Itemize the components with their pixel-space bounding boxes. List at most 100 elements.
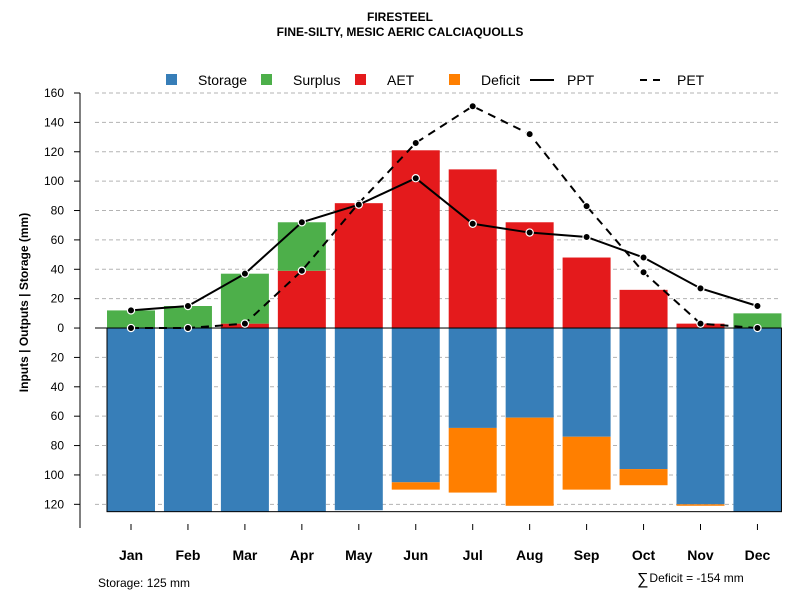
aet-bar-apr <box>277 270 326 329</box>
aet-bar-sep <box>562 257 611 329</box>
pet-point-jul <box>468 102 477 111</box>
legend-label-deficit: Deficit <box>481 72 520 88</box>
x-tick-label: Nov <box>687 547 714 563</box>
storage-bar-oct <box>619 328 668 470</box>
legend-label-storage: Storage <box>198 72 247 88</box>
pet-point-feb <box>183 323 193 333</box>
ppt-point-apr <box>297 218 307 227</box>
deficit-annotation: ∑Deficit = -154 mm <box>637 571 744 589</box>
pet-point-nov <box>696 319 705 328</box>
sum-symbol: ∑ <box>637 571 649 588</box>
surplus-bar-apr <box>277 222 326 271</box>
ppt-point-feb <box>183 301 193 311</box>
deficit-bar-aug <box>505 417 554 506</box>
storage-bar-dec <box>733 328 782 512</box>
y-tick-label: 160 <box>44 86 64 100</box>
legend-label-aet: AET <box>387 72 415 88</box>
legend-swatch-aet <box>355 74 366 85</box>
storage-bar-mar <box>220 328 269 512</box>
y-tick-label: 40 <box>51 380 65 394</box>
aet-bar-may <box>334 203 383 329</box>
y-tick-label: 80 <box>51 204 65 218</box>
y-tick-label: 80 <box>51 439 65 453</box>
y-tick-label: 120 <box>44 497 64 511</box>
pet-point-jun <box>411 138 420 148</box>
legend: Storage Surplus AET Deficit PPT PET <box>166 72 705 88</box>
storage-annotation: Storage: 125 mm <box>98 576 191 590</box>
pet-point-aug <box>525 129 534 139</box>
surplus-bar-feb <box>163 306 212 329</box>
pet-point-sep <box>582 201 591 211</box>
y-tick-label: 120 <box>44 145 64 159</box>
y-tick-label: 0 <box>57 321 64 335</box>
ppt-point-jan <box>126 306 136 315</box>
aet-bar-aug <box>505 222 554 329</box>
y-tick-label: 140 <box>44 115 64 129</box>
x-tick-label: Oct <box>632 547 656 563</box>
storage-bar-jun <box>391 328 440 483</box>
deficit-text: Deficit = -154 mm <box>649 571 744 585</box>
legend-label-pet: PET <box>677 72 705 88</box>
bars <box>95 150 782 513</box>
y-tick-label: 20 <box>51 292 65 306</box>
y-tick-label: 40 <box>51 262 65 276</box>
surplus-bar-jan <box>107 310 155 329</box>
storage-bar-may <box>334 328 383 511</box>
deficit-bar-oct <box>619 469 668 486</box>
aet-bar-oct <box>619 289 668 329</box>
surplus-bar-dec <box>733 313 782 329</box>
legend-swatch-storage <box>166 74 177 85</box>
y-tick-label: 20 <box>51 350 65 364</box>
pet-point-jan <box>126 323 136 333</box>
series-lines <box>126 102 762 333</box>
y-axis-label: Inputs | Outputs | Storage (mm) <box>17 213 31 392</box>
pet-point-oct <box>639 268 648 277</box>
ppt-point-sep <box>582 232 591 242</box>
x-tick-label: Feb <box>176 547 201 563</box>
pet-point-mar <box>240 319 250 328</box>
chart-title: FIRESTEEL <box>366 10 433 24</box>
ppt-point-aug <box>525 228 534 237</box>
pet-point-dec <box>753 323 762 333</box>
x-tick-label: Sep <box>574 547 600 563</box>
x-tick-label: Jun <box>403 547 428 563</box>
y-tick-label: 60 <box>51 233 65 247</box>
chart-subtitle: FINE-SILTY, MESIC AERIC CALCIAQUOLLS <box>276 25 524 39</box>
x-tick-label: Apr <box>290 547 315 563</box>
x-tick-label: Aug <box>516 547 543 563</box>
deficit-bar-nov <box>676 504 725 506</box>
storage-bar-feb <box>163 328 212 512</box>
deficit-bar-jul <box>448 427 497 493</box>
y-tick-label: 60 <box>51 409 65 423</box>
legend-swatch-deficit <box>449 74 460 85</box>
legend-label-ppt: PPT <box>567 72 595 88</box>
storage-bar-sep <box>562 328 611 437</box>
y-tick-label: 100 <box>44 468 64 482</box>
ppt-point-nov <box>696 284 705 293</box>
x-tick-label: May <box>345 547 372 563</box>
x-tick-label: Jan <box>119 547 143 563</box>
storage-bar-jan <box>107 328 155 512</box>
storage-bar-apr <box>277 328 326 512</box>
x-tick-label: Jul <box>463 547 483 563</box>
pet-line <box>131 105 758 330</box>
storage-bar-nov <box>676 328 725 505</box>
axes: 160 140 120 100 80 60 40 20 0 20 40 60 80 100 120 Input… <box>17 86 771 563</box>
pet-point-apr <box>297 266 307 275</box>
ppt-line <box>130 177 758 312</box>
deficit-bar-sep <box>562 436 611 490</box>
ppt-point-dec <box>753 301 762 311</box>
x-tick-label: Dec <box>745 547 771 563</box>
ppt-point-may <box>354 200 363 209</box>
storage-bar-aug <box>505 328 554 418</box>
ppt-point-jul <box>468 219 477 228</box>
ppt-point-mar <box>240 269 250 278</box>
storage-bar-jul <box>448 328 497 428</box>
y-tick-label: 100 <box>44 174 64 188</box>
legend-label-surplus: Surplus <box>293 72 340 88</box>
ppt-point-oct <box>639 253 648 262</box>
x-tick-label: Mar <box>232 547 257 563</box>
aet-bar-jul <box>448 169 497 329</box>
deficit-bar-jun <box>391 482 440 490</box>
